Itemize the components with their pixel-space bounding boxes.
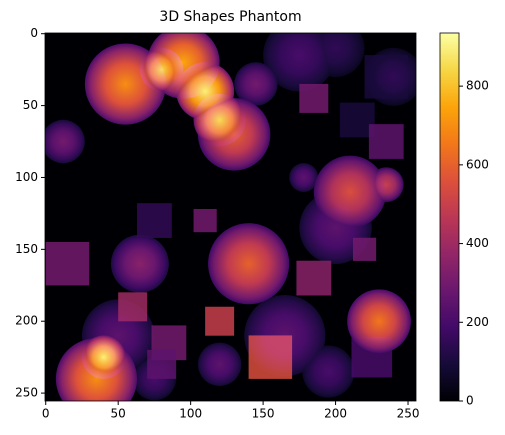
sphere bbox=[234, 62, 278, 106]
sphere bbox=[302, 345, 355, 398]
chart-title: 3D Shapes Phantom bbox=[159, 9, 301, 25]
cube bbox=[137, 203, 172, 238]
sphere bbox=[364, 47, 416, 106]
cube bbox=[368, 124, 404, 159]
image bbox=[45, 33, 416, 401]
sphere bbox=[347, 289, 411, 354]
sphere bbox=[81, 335, 126, 379]
sphere bbox=[45, 119, 85, 164]
y-tick-label: 200 bbox=[15, 314, 38, 328]
sphere bbox=[244, 295, 326, 377]
sphere bbox=[299, 191, 372, 265]
sphere bbox=[306, 33, 365, 78]
cube bbox=[296, 260, 332, 296]
cube bbox=[45, 241, 90, 286]
sphere bbox=[368, 167, 404, 203]
y-tick-label: 150 bbox=[15, 242, 38, 256]
colorbar-tick-label: 800 bbox=[466, 79, 489, 93]
colorbar-tick-label: 200 bbox=[466, 315, 489, 329]
axes-frame bbox=[44, 32, 417, 402]
y-tick-label: 50 bbox=[23, 98, 38, 112]
colorbar-tick-label: 400 bbox=[466, 236, 489, 250]
x-tick-label: 150 bbox=[252, 407, 275, 421]
y-tick-label: 100 bbox=[15, 170, 38, 184]
sphere bbox=[139, 47, 184, 92]
x-tick-label: 50 bbox=[111, 407, 126, 421]
sphere bbox=[110, 234, 169, 293]
y-tick-label: 250 bbox=[15, 386, 38, 400]
cube bbox=[205, 306, 235, 336]
colorbar-tick-label: 0 bbox=[466, 394, 474, 408]
x-tick-label: 100 bbox=[179, 407, 202, 421]
sphere bbox=[132, 356, 177, 401]
sphere bbox=[197, 98, 271, 171]
colorbar-tick-label: 600 bbox=[466, 157, 489, 171]
y-tick-label: 0 bbox=[30, 26, 38, 40]
x-tick-label: 200 bbox=[324, 407, 347, 421]
sphere bbox=[208, 223, 290, 305]
x-tick-label: 250 bbox=[397, 407, 420, 421]
cube bbox=[193, 209, 217, 233]
sphere bbox=[197, 342, 242, 387]
sphere bbox=[289, 162, 319, 192]
colorbar bbox=[439, 32, 460, 402]
x-tick-label: 0 bbox=[42, 407, 50, 421]
